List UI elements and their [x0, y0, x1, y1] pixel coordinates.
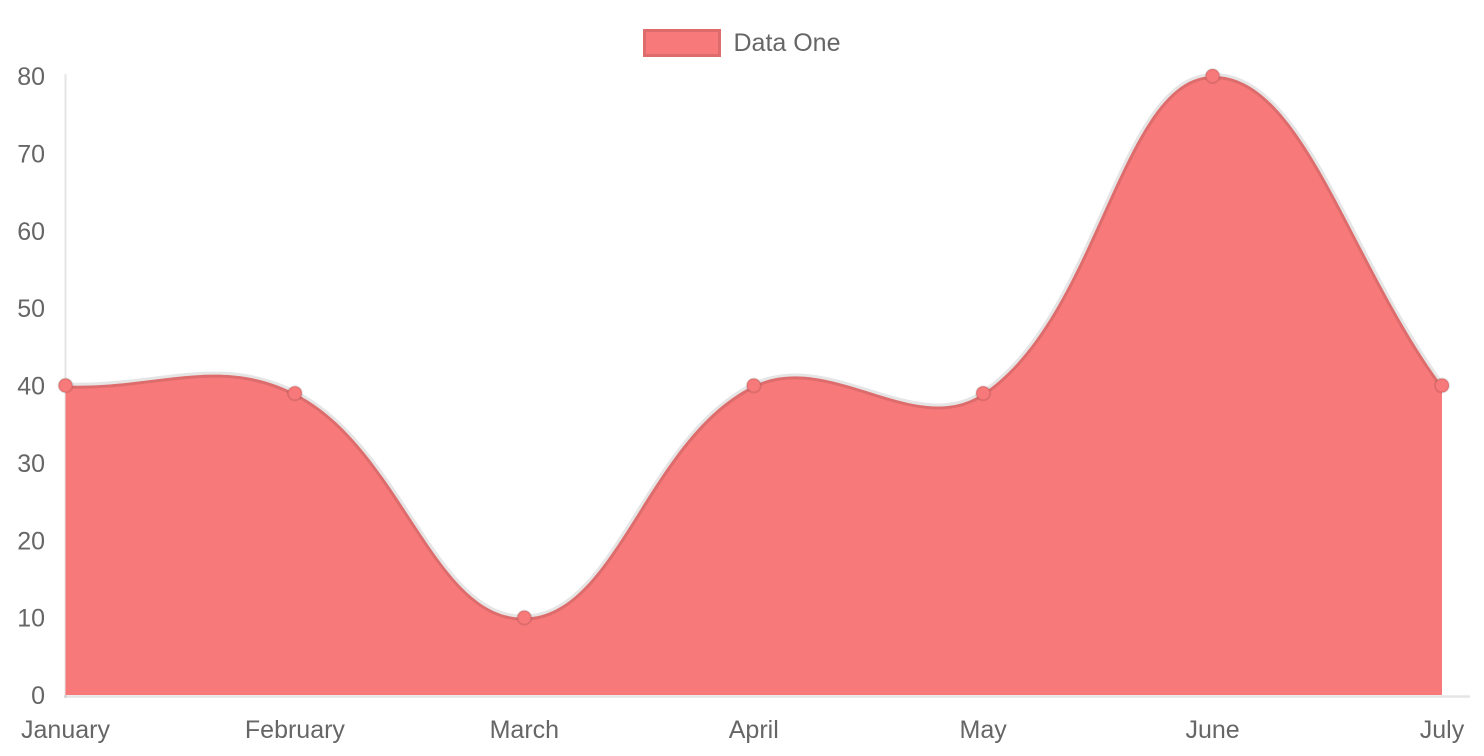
data-point-february[interactable]: [286, 385, 303, 402]
legend-label: Data One: [733, 29, 841, 57]
data-point-january[interactable]: [57, 377, 74, 394]
data-point-june[interactable]: [1204, 68, 1221, 84]
y-axis-label: 10: [17, 605, 45, 633]
y-axis-label: 20: [17, 527, 45, 555]
legend-swatch: [643, 29, 722, 57]
y-axis-label: 30: [17, 450, 45, 478]
x-axis-label: May: [960, 716, 1008, 744]
x-axis-label: February: [245, 716, 346, 744]
data-point-may[interactable]: [975, 385, 992, 402]
y-axis-label: 50: [17, 295, 45, 323]
x-axis-label: January: [21, 716, 110, 744]
data-point-march[interactable]: [516, 609, 533, 626]
y-axis-label: 40: [17, 373, 45, 401]
y-axis-label: 80: [17, 63, 45, 91]
data-point-july[interactable]: [1434, 377, 1450, 394]
y-axis-label: 0: [31, 682, 45, 710]
area-fill: [65, 75, 1442, 696]
chart-legend: Data One: [0, 29, 1484, 57]
y-axis-label: 70: [17, 140, 45, 168]
y-axis-label: 60: [17, 218, 45, 246]
x-axis-label: March: [490, 716, 559, 744]
legend-item-data-one[interactable]: Data One: [643, 29, 841, 57]
x-axis-label: June: [1185, 716, 1239, 744]
data-point-april[interactable]: [745, 377, 762, 394]
x-axis-label: April: [729, 716, 779, 744]
x-axis-label: July: [1420, 716, 1465, 744]
